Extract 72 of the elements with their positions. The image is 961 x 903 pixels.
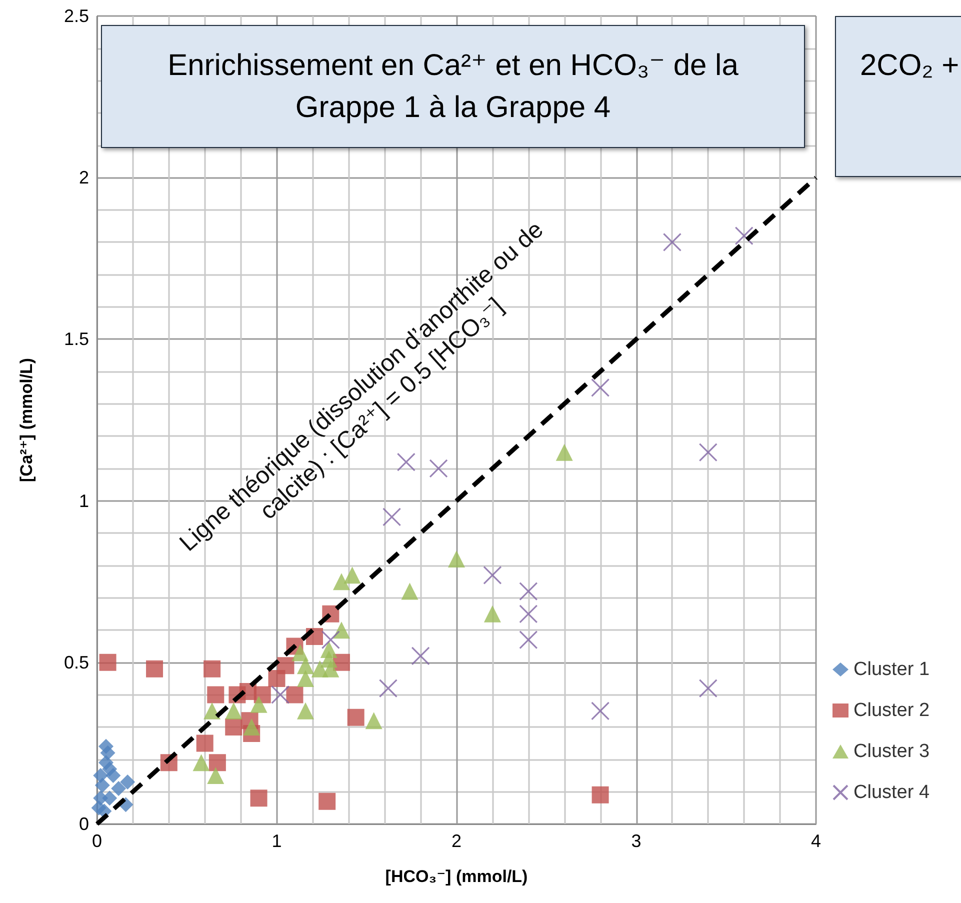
point: [484, 605, 501, 622]
point: [519, 630, 538, 650]
point: [378, 678, 398, 698]
x-tick-label: 4: [810, 831, 822, 851]
point: [111, 780, 126, 796]
point: [401, 582, 418, 600]
point: [321, 630, 340, 650]
point: [662, 232, 682, 252]
legend-label: Cluster 1: [854, 659, 930, 680]
point: [318, 792, 336, 810]
text-box: 2CO₂ +: [835, 16, 961, 177]
point: [120, 774, 136, 790]
point: [698, 678, 718, 698]
legend-label: Cluster 2: [854, 700, 930, 721]
y-tick-label: 0.5: [64, 652, 89, 672]
y-tick-label: 1.5: [64, 329, 89, 350]
x-tick-label: 1: [272, 831, 282, 851]
y-tick-label: 1: [78, 490, 89, 511]
y-axis-title: [Ca²⁺] (mmol/L): [17, 358, 36, 482]
point: [250, 790, 268, 807]
point: [286, 686, 304, 704]
title-box: Enrichissement en Ca²⁺ et en HCO₃⁻ de la Grappe 1 à la Grappe 4: [101, 25, 805, 148]
y-tick-label: 2: [78, 168, 89, 188]
point: [483, 566, 502, 584]
point: [429, 459, 448, 478]
point: [208, 754, 226, 772]
point: [519, 604, 538, 624]
x-tick-label: 3: [631, 831, 642, 851]
point: [344, 566, 361, 584]
point: [448, 550, 465, 568]
point: [207, 686, 224, 704]
point: [268, 670, 286, 688]
point: [102, 790, 118, 806]
point: [591, 378, 610, 397]
point: [271, 685, 290, 704]
point: [297, 657, 314, 674]
point: [365, 712, 382, 730]
point: [204, 660, 221, 678]
point: [396, 452, 416, 472]
point: [698, 443, 718, 462]
point: [207, 767, 224, 784]
point: [225, 718, 242, 736]
point: [591, 702, 610, 720]
x-tick-label: 2: [451, 831, 462, 851]
legend-label: Cluster 4: [854, 782, 930, 803]
point: [196, 734, 214, 752]
y-tick-label: 2.5: [64, 6, 89, 26]
point: [297, 702, 314, 720]
point: [592, 786, 609, 804]
legend-label: Cluster 3: [854, 741, 930, 762]
point: [519, 582, 538, 601]
point: [204, 702, 221, 720]
point: [332, 622, 350, 639]
point: [192, 754, 210, 772]
point: [106, 768, 121, 784]
point: [382, 508, 402, 526]
point: [292, 644, 309, 662]
point: [94, 778, 110, 793]
x-axis-title: [HCO₃⁻] (mmol/L): [385, 867, 528, 886]
point: [146, 660, 164, 678]
point: [332, 573, 350, 590]
x-tick-label: 0: [92, 831, 102, 851]
y-tick-label: 0: [78, 814, 89, 834]
point: [556, 444, 573, 461]
point: [347, 708, 364, 726]
point: [99, 654, 116, 671]
point: [297, 670, 314, 688]
point: [411, 646, 430, 666]
point: [225, 702, 242, 720]
point: [243, 718, 260, 736]
point: [322, 660, 340, 678]
point: [250, 696, 268, 713]
